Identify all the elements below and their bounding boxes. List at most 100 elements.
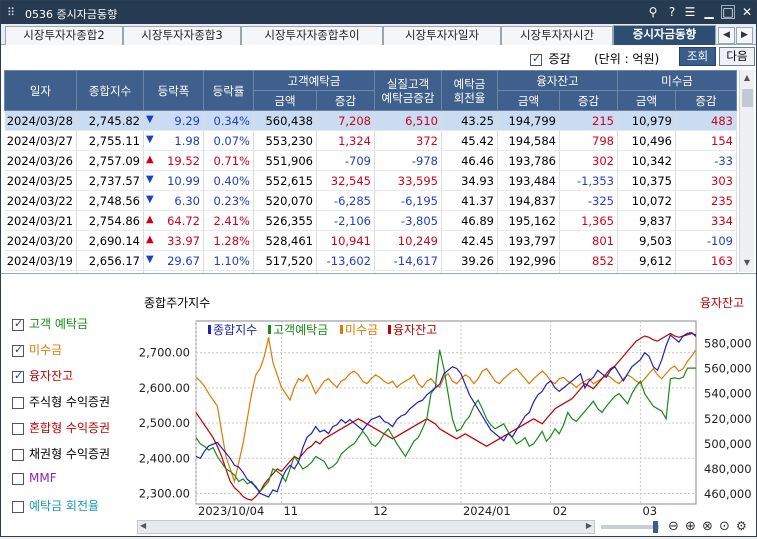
date-cell: 2024/03/27 (4, 130, 77, 151)
right-axis-title: 융자잔고 (700, 296, 744, 310)
header-turnover: 예탁금 회전율 (441, 70, 498, 111)
series-toggle[interactable]: 채권형 수익증권 (12, 445, 110, 462)
chart-scrollbar[interactable]: ◀ ▶ (137, 520, 595, 534)
scroll-right-icon[interactable]: ▶ (585, 521, 592, 530)
unpaid-change-cell: 334 (675, 210, 737, 231)
legend-entry: 고객예탁금 (273, 323, 328, 337)
series-toggle[interactable]: 미수금 (12, 341, 62, 358)
header-credit-amount: 금액 (497, 90, 560, 111)
series-toggle[interactable]: 융자잔고 (12, 367, 73, 384)
minimize-icon[interactable]: ▁ (704, 5, 714, 19)
turnover-cell: 39.26 (441, 250, 498, 271)
credit-change-cell: -1,353 (559, 170, 618, 191)
table-row[interactable]: 2024/03/282,745.829.290.34%560,4387,2086… (4, 110, 737, 131)
splitter[interactable] (1, 273, 756, 291)
scroll-thumb[interactable] (742, 89, 753, 107)
real-deposit-change-cell: 372 (374, 130, 442, 151)
close-icon[interactable]: ✕ (741, 5, 753, 19)
header-turnover-line1: 예탁금 (453, 76, 486, 91)
series-checkbox[interactable] (12, 448, 24, 461)
credit-change-cell: -325 (559, 190, 618, 211)
deposit-change-cell: 32,545 (316, 170, 375, 191)
table-row[interactable]: 2024/03/252,737.5710.990.40%552,61532,54… (4, 170, 737, 191)
series-checkbox[interactable] (12, 500, 24, 513)
menu-icon[interactable]: ☰ (684, 5, 696, 19)
unit-label: (단위 : 억원) (594, 52, 660, 66)
y-right-tick-label: 520,000 (704, 412, 752, 426)
chart-area: 종합주가지수 융자잔고 2,700.00 2,600.00 2,500.00 2,400.… (134, 291, 756, 536)
unpaid-cell: 10,496 (617, 130, 676, 151)
help-icon[interactable]: ? (668, 5, 676, 19)
x-tick-label: 02 (553, 504, 568, 518)
series-toggle[interactable]: 예탁금 회전율 (12, 497, 99, 514)
credit-change-cell: 798 (559, 130, 618, 151)
y-right-tick-label: 480,000 (704, 462, 752, 476)
series-checkbox[interactable] (12, 422, 24, 435)
y-left-tick-label: 2,500.00 (139, 416, 190, 430)
pin-icon[interactable]: ⚲ (648, 5, 658, 19)
change-toggle[interactable]: 증감 (530, 50, 571, 67)
next-button[interactable]: 다음 (719, 47, 755, 66)
fund-chart[interactable]: 종합주가지수 융자잔고2,700.002,600.002,500.002,400.… (134, 291, 756, 536)
index-cell: 2,656.17 (76, 250, 144, 271)
table-row[interactable]: 2024/03/212,754.8664.722.41%526,355-2,10… (4, 210, 737, 231)
series-unpaid-line (195, 337, 697, 484)
zoom-in-icon[interactable]: ⊕ (685, 519, 696, 534)
zoom-out-icon[interactable]: ⊖ (668, 519, 679, 534)
series-index-line (195, 331, 697, 498)
deposit-cell: 520,070 (253, 190, 317, 211)
scroll-left-icon[interactable]: ◀ (140, 521, 147, 530)
tab-investor-summary-3[interactable]: 시장투자자종합3 (123, 26, 241, 45)
table-row[interactable]: 2024/03/272,755.111.980.07%553,2301,3243… (4, 130, 737, 151)
tab-investor-summary-trend[interactable]: 시장투자자종합추이 (241, 26, 383, 45)
rate-cell: 0.71% (203, 150, 254, 171)
maximize-icon[interactable]: □ (721, 5, 735, 19)
grip-icon[interactable]: ⠿ (7, 6, 16, 19)
change-checkbox[interactable] (530, 52, 542, 66)
zoom-fit-icon[interactable]: ⊙ (719, 519, 730, 534)
tab-bar: 시장투자자종합2 시장투자자종합3 시장투자자종합추이 시장투자자일자 시장투자… (1, 24, 756, 45)
series-checkbox[interactable] (12, 343, 24, 357)
series-toggle[interactable]: MMF (12, 471, 57, 485)
tab-investor-summary-2[interactable]: 시장투자자종합2 (5, 26, 123, 45)
tab-investor-daily[interactable]: 시장투자자일자 (383, 26, 501, 45)
series-checkbox[interactable] (12, 472, 24, 485)
rate-cell: 0.34% (203, 110, 254, 131)
zoom-slider-handle[interactable] (653, 521, 658, 533)
scroll-up-icon[interactable]: ▲ (743, 73, 751, 82)
legend-swatch (208, 325, 211, 334)
series-checkbox[interactable] (12, 369, 24, 383)
table-row[interactable]: 2024/03/192,656.1729.671.10%517,520-13,6… (4, 250, 737, 271)
settings-icon[interactable]: ⚙ (736, 519, 747, 533)
table-row[interactable]: 2024/03/202,690.1433.971.28%528,46110,94… (4, 230, 737, 251)
tab-investor-hourly[interactable]: 시장투자자시간 (501, 26, 613, 45)
deposit-change-cell: 1,324 (316, 130, 375, 151)
zoom-reset-icon[interactable]: ⊗ (702, 519, 713, 534)
series-checkbox[interactable] (12, 317, 24, 331)
deposit-cell: 551,906 (253, 150, 317, 171)
tab-market-fund-trend[interactable]: 증시자금동향 (613, 25, 716, 45)
header-deposit-change: 증감 (316, 90, 375, 111)
real-deposit-change-cell: 6,510 (374, 110, 442, 131)
tab-next-icon[interactable]: ▶ (736, 27, 753, 44)
window-title: 0536 증시자금동향 (25, 8, 118, 21)
table-row[interactable]: 2024/03/222,748.566.300.23%520,070-6,285… (4, 190, 737, 211)
zoom-slider[interactable] (601, 525, 659, 529)
series-toggle[interactable]: 주식형 수익증권 (12, 393, 110, 410)
legend-entry: 미수금 (345, 323, 378, 337)
real-deposit-change-cell: 10,249 (374, 230, 442, 251)
table-scrollbar[interactable]: ▲ ▼ (739, 70, 754, 272)
table-row[interactable]: 2024/03/262,757.0919.520.71%551,906-709-… (4, 150, 737, 171)
series-toggle-label: 미수금 (29, 343, 63, 357)
credit-change-cell: 1,365 (559, 210, 618, 231)
y-right-tick-label: 500,000 (704, 437, 752, 451)
series-checkbox[interactable] (12, 396, 24, 409)
query-button[interactable]: 조회 (679, 47, 716, 66)
series-toggle[interactable]: 혼합형 수익증권 (12, 419, 110, 436)
series-toggle[interactable]: 고객 예탁금 (12, 315, 88, 332)
change-cell: 6.30 (143, 190, 204, 211)
scroll-down-icon[interactable]: ▼ (743, 258, 751, 267)
change-cell: 19.52 (143, 150, 204, 171)
tab-prev-icon[interactable]: ◀ (718, 27, 735, 44)
